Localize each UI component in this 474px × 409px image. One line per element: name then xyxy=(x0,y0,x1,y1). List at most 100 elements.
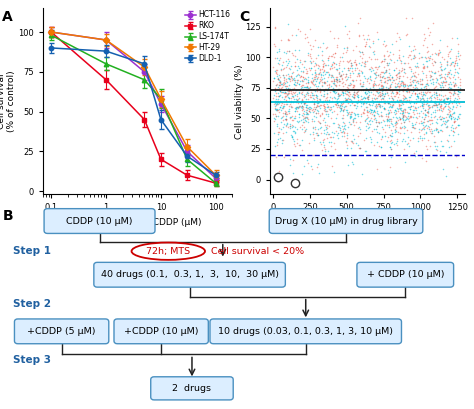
Point xyxy=(338,101,346,108)
Point xyxy=(455,50,462,56)
Point xyxy=(418,76,425,82)
Point xyxy=(447,81,455,88)
Legend: HCT-116, RKO, LS-174T, HT-29, DLD-1: HCT-116, RKO, LS-174T, HT-29, DLD-1 xyxy=(183,9,231,65)
Point xyxy=(351,89,358,95)
Point xyxy=(349,93,357,100)
Point xyxy=(274,59,282,66)
Point xyxy=(302,107,310,114)
Point xyxy=(367,115,375,121)
Point xyxy=(446,112,454,119)
Point xyxy=(292,104,299,111)
Point xyxy=(317,101,325,108)
Point xyxy=(319,63,327,70)
Point xyxy=(312,73,320,80)
Point xyxy=(294,104,301,110)
Point xyxy=(291,138,298,144)
Point xyxy=(285,105,292,112)
Point xyxy=(449,128,457,135)
Point xyxy=(327,53,335,60)
Point xyxy=(404,140,411,147)
Point xyxy=(293,108,301,114)
Point xyxy=(396,115,403,122)
Point xyxy=(354,110,361,117)
Point xyxy=(275,46,283,53)
Point xyxy=(421,35,429,42)
Point xyxy=(392,88,400,95)
Point xyxy=(285,48,293,55)
Point xyxy=(399,97,406,103)
Point xyxy=(434,51,442,58)
Point xyxy=(275,106,283,112)
Point xyxy=(302,118,310,124)
Point xyxy=(426,77,434,84)
Point xyxy=(411,104,419,110)
Point xyxy=(386,138,393,144)
Point xyxy=(307,26,314,32)
Point xyxy=(365,101,373,108)
Point xyxy=(274,113,282,119)
Point xyxy=(388,139,395,146)
Point xyxy=(370,126,377,133)
Point xyxy=(395,91,403,98)
Point xyxy=(273,69,280,76)
Point xyxy=(274,76,282,83)
Point xyxy=(280,75,288,81)
Point xyxy=(282,93,289,99)
Point xyxy=(426,88,434,95)
Point xyxy=(392,110,400,116)
Point xyxy=(407,67,414,74)
Point xyxy=(343,76,350,83)
Point xyxy=(410,125,417,131)
Point xyxy=(356,59,363,66)
Point xyxy=(301,64,308,70)
Point xyxy=(371,152,378,158)
Point xyxy=(382,83,390,90)
Point xyxy=(343,96,351,103)
Point xyxy=(289,157,297,164)
Point xyxy=(396,82,404,89)
Point xyxy=(397,104,405,111)
Point xyxy=(400,119,408,126)
Point xyxy=(391,93,398,99)
Point xyxy=(420,31,428,37)
Point xyxy=(402,116,410,122)
Point xyxy=(438,66,445,73)
Point xyxy=(362,100,370,107)
Point xyxy=(439,165,447,172)
Point xyxy=(359,109,366,115)
Point xyxy=(284,21,292,27)
Point xyxy=(432,152,439,158)
Point xyxy=(345,64,352,71)
Point xyxy=(323,87,331,93)
Point xyxy=(282,128,290,135)
Point xyxy=(371,56,379,63)
Point xyxy=(420,98,428,104)
Point xyxy=(421,107,428,113)
Point xyxy=(443,110,451,117)
Point xyxy=(351,112,359,119)
Point xyxy=(456,114,463,121)
Point xyxy=(399,113,407,120)
Point xyxy=(425,136,432,143)
Point xyxy=(396,70,403,76)
Point xyxy=(349,140,356,146)
Point xyxy=(346,89,353,95)
Point xyxy=(322,124,330,130)
Point xyxy=(393,105,401,111)
Point xyxy=(373,66,381,72)
Point xyxy=(295,88,303,95)
Point xyxy=(351,92,359,98)
Point xyxy=(389,88,396,94)
Point xyxy=(357,87,365,93)
Point xyxy=(311,70,319,76)
Point xyxy=(302,104,310,111)
Point xyxy=(276,135,284,141)
Point xyxy=(321,104,329,110)
Point xyxy=(351,115,358,121)
Point xyxy=(399,108,406,115)
Point xyxy=(362,135,370,142)
Point xyxy=(413,83,420,90)
Point xyxy=(341,94,349,101)
Point xyxy=(422,55,430,61)
Point xyxy=(374,94,381,101)
